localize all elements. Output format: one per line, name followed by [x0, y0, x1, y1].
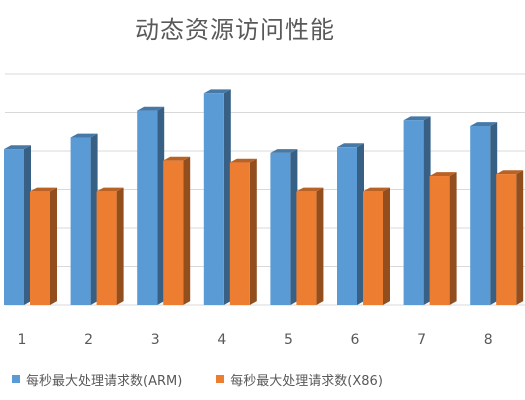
- bar-x86: [296, 187, 324, 305]
- x-tick-label: 3: [151, 332, 160, 348]
- bar-front: [70, 137, 91, 305]
- bar-side: [90, 133, 98, 305]
- bar-side: [516, 170, 524, 305]
- bar-side: [116, 187, 124, 305]
- bar-side: [357, 143, 364, 305]
- bar-x86: [496, 170, 524, 305]
- bar-top: [270, 149, 298, 153]
- bar-top: [296, 187, 324, 192]
- bar-top: [163, 156, 191, 161]
- bar-side: [490, 122, 498, 305]
- bar-side: [24, 145, 31, 305]
- bar-top: [30, 187, 57, 192]
- bar-side: [316, 187, 324, 305]
- bar-x86: [96, 187, 124, 305]
- bar-front: [137, 110, 158, 305]
- legend-label-x86: 每秒最大处理请求数(X86): [230, 373, 383, 389]
- bar-front: [270, 152, 291, 305]
- x-tick-label: 5: [284, 332, 293, 348]
- bar-side: [183, 156, 191, 305]
- bar-arm: [470, 122, 498, 305]
- bar-top: [429, 172, 457, 177]
- bar-side: [249, 158, 257, 305]
- bar-x86: [229, 158, 257, 305]
- x-tick-label: 6: [351, 332, 360, 348]
- bar-side: [423, 116, 431, 305]
- bar-top: [496, 170, 524, 175]
- bar-front: [470, 125, 491, 305]
- bar-side: [383, 187, 390, 305]
- bar-side: [50, 187, 57, 305]
- legend-item-x86: 每秒最大处理请求数(X86): [216, 370, 383, 389]
- bar-front: [296, 191, 317, 305]
- bar-side: [449, 172, 457, 305]
- legend-swatch-arm: [12, 375, 20, 383]
- bar-top: [229, 158, 257, 163]
- bar-top: [470, 122, 498, 126]
- x-tick-label: 8: [484, 332, 493, 348]
- bar-arm: [137, 106, 165, 305]
- x-tick-label: 4: [217, 332, 226, 348]
- bar-front: [163, 160, 184, 305]
- bar-arm: [403, 116, 431, 305]
- bar-front: [203, 93, 224, 305]
- bar-x86: [163, 156, 191, 305]
- bar-arm: [70, 133, 98, 305]
- bar-arm: [337, 143, 364, 305]
- bar-top: [203, 89, 231, 94]
- bar-front: [4, 149, 24, 305]
- bar-x86: [30, 187, 57, 305]
- legend: 每秒最大处理请求数(ARM) 每秒最大处理请求数(X86): [12, 369, 417, 389]
- bar-top: [4, 145, 31, 150]
- bar-front: [403, 120, 424, 305]
- bar-top: [363, 187, 390, 192]
- bar-side: [290, 149, 298, 305]
- x-tick-label: 2: [84, 332, 93, 348]
- legend-item-arm: 每秒最大处理请求数(ARM): [12, 370, 182, 389]
- bar-x86: [429, 172, 457, 305]
- bar-x86: [363, 187, 390, 305]
- bar-front: [96, 191, 117, 305]
- legend-label-arm: 每秒最大处理请求数(ARM): [26, 373, 183, 389]
- chart-title: 动态资源访问性能: [135, 16, 335, 44]
- x-tick-label: 1: [18, 332, 27, 348]
- bar-top: [403, 116, 431, 121]
- bar-front: [429, 176, 450, 305]
- legend-swatch-x86: [216, 375, 225, 383]
- bar-arm: [203, 89, 231, 306]
- bar-top: [70, 133, 98, 138]
- bar-side: [157, 106, 165, 305]
- bar-arm: [270, 149, 298, 305]
- bar-side: [223, 89, 231, 306]
- bar-top: [96, 187, 124, 192]
- bar-front: [363, 191, 383, 305]
- bar-top: [137, 106, 165, 111]
- bar-front: [496, 174, 517, 305]
- bar-front: [229, 162, 250, 305]
- x-tick-label: 7: [417, 332, 426, 348]
- bar-top: [337, 143, 364, 148]
- bar-front: [30, 191, 50, 305]
- bar-front: [337, 147, 357, 305]
- bar-arm: [4, 145, 31, 305]
